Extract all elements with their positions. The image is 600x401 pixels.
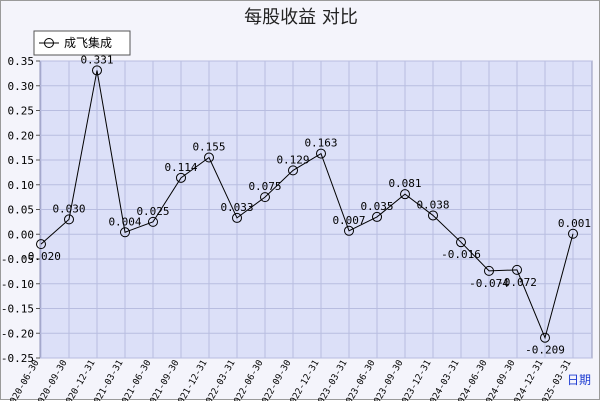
data-label: 0.025	[136, 205, 169, 218]
data-label: -0.016	[441, 248, 481, 261]
y-tick-label: -0.20	[1, 327, 34, 340]
y-tick-label: 0.00	[8, 228, 35, 241]
data-label: -0.072	[497, 276, 537, 289]
x-axis: 2020-06-302020-09-302020-12-312021-03-31…	[6, 359, 574, 401]
y-tick-label: 0.35	[8, 55, 35, 68]
y-tick-label: -0.10	[1, 278, 34, 291]
data-label: 0.030	[52, 202, 85, 215]
data-label: -0.020	[21, 250, 61, 263]
y-tick-label: 0.30	[8, 80, 35, 93]
x-axis-title: 日期	[567, 373, 591, 387]
y-tick-label: 0.10	[8, 179, 35, 192]
y-tick-label: 0.20	[8, 129, 35, 142]
y-tick-label: 0.05	[8, 204, 35, 217]
data-label: 0.114	[164, 161, 197, 174]
data-label: 0.155	[192, 141, 225, 154]
chart-title: 每股收益 对比	[244, 7, 358, 28]
data-label: 0.081	[388, 177, 421, 190]
y-axis: 0.350.300.250.200.150.100.050.00-0.05-0.…	[1, 55, 40, 365]
data-label: 0.129	[276, 153, 309, 166]
data-label: 0.035	[360, 200, 393, 213]
data-label: 0.033	[220, 201, 253, 214]
data-label: 0.007	[332, 214, 365, 227]
y-tick-label: 0.25	[8, 105, 35, 118]
legend: 成飞集成	[34, 31, 130, 55]
y-tick-label: -0.25	[1, 352, 34, 365]
data-label: -0.209	[525, 344, 565, 357]
data-label: 0.001	[558, 217, 591, 230]
data-label: 0.075	[248, 180, 281, 193]
data-label: 0.163	[304, 137, 337, 150]
y-tick-label: 0.15	[8, 154, 35, 167]
data-label: 0.038	[416, 198, 449, 211]
y-tick-label: -0.15	[1, 303, 34, 316]
legend-label: 成飞集成	[64, 35, 112, 50]
